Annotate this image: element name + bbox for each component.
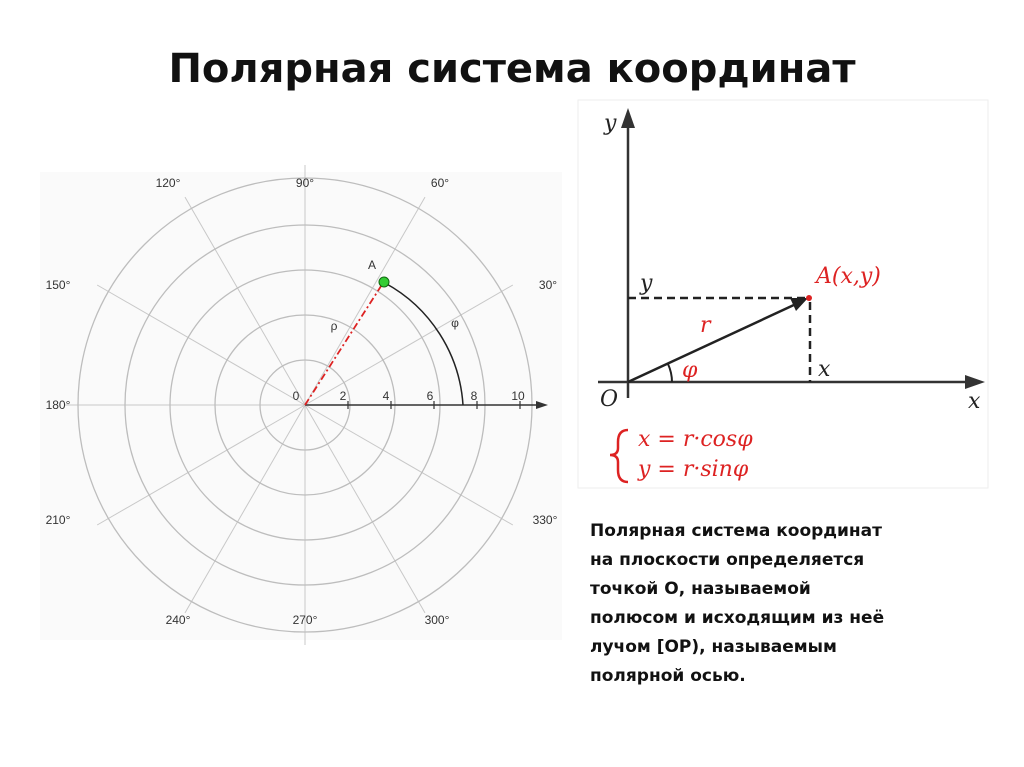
- angle-label: 60°: [431, 176, 449, 190]
- angle-symbol: φ: [682, 358, 698, 383]
- polar-background: [40, 172, 562, 640]
- spoke: [184, 196, 306, 406]
- brace: [609, 428, 629, 484]
- angle-label: 240°: [166, 613, 191, 627]
- description-line: точкой О, называемой: [590, 579, 811, 599]
- point-label: A: [368, 258, 376, 272]
- x-axis-label: x: [968, 389, 981, 414]
- radius-label: 4: [383, 389, 390, 403]
- description-line: на плоскости определяется: [590, 550, 864, 570]
- angle-arc: [384, 282, 464, 406]
- spoke: [96, 284, 306, 406]
- formula: y = r·sinφ: [637, 457, 749, 482]
- spoke: [96, 404, 306, 526]
- angle-label: 120°: [156, 176, 181, 190]
- spoke: [304, 404, 426, 614]
- spokes: [65, 165, 545, 645]
- y-axis-arrow: [621, 108, 635, 128]
- description: Полярная система координат на плоскости …: [590, 521, 884, 686]
- spoke: [304, 284, 514, 406]
- axis-ticks: [347, 401, 521, 409]
- angle-label: 90°: [296, 176, 314, 190]
- angle-label: 30°: [539, 278, 557, 292]
- formula: x = r·cosφ: [638, 427, 753, 452]
- polar-diagram: 120° 90° 60° 30° 150° 180° 210° 240° 270…: [40, 165, 562, 645]
- spoke: [304, 404, 514, 526]
- description-line: Полярная система координат: [590, 521, 882, 541]
- angle-label: 300°: [425, 613, 450, 627]
- radius-arrow: [790, 298, 808, 311]
- origin-label: 0: [293, 389, 300, 403]
- title: Полярная система координат: [168, 46, 856, 92]
- radius-label: 8: [471, 389, 478, 403]
- angle-label: 180°: [46, 398, 71, 412]
- y-axis-label: y: [603, 111, 617, 136]
- radius-label: 6: [427, 389, 434, 403]
- point-a: [806, 295, 812, 301]
- y-projection-label: y: [639, 271, 653, 296]
- spoke: [184, 404, 306, 614]
- cartesian-diagram: y y x x O A(x,y) r φ x = r·cosφ y = r·si…: [577, 99, 989, 489]
- origin-label: O: [600, 387, 618, 412]
- x-projection-label: x: [818, 357, 831, 382]
- angle-label: 150°: [46, 278, 71, 292]
- angle-label: 210°: [46, 513, 71, 527]
- cartesian-background: [577, 99, 989, 489]
- radius-line: [304, 282, 384, 406]
- radius-symbol: r: [700, 313, 712, 338]
- point-label: A(x,y): [814, 264, 881, 289]
- angle-symbol: φ: [451, 316, 459, 330]
- radius-label: 2: [340, 389, 347, 403]
- angle-arc: [667, 363, 673, 383]
- point-a: [378, 276, 390, 288]
- polar-axis-arrow: [536, 401, 548, 409]
- angle-label: 330°: [533, 513, 558, 527]
- description-line: полярной осью.: [590, 666, 746, 686]
- description-line: лучом [OP), называемым: [590, 637, 837, 657]
- radius-vector: [627, 302, 797, 384]
- angle-label: 270°: [293, 613, 318, 627]
- spoke: [304, 196, 426, 406]
- x-axis-arrow: [965, 375, 985, 389]
- description-line: полюсом и исходящим из неё: [590, 608, 884, 628]
- radius-symbol: ρ: [331, 319, 338, 333]
- radius-label: 10: [511, 389, 525, 403]
